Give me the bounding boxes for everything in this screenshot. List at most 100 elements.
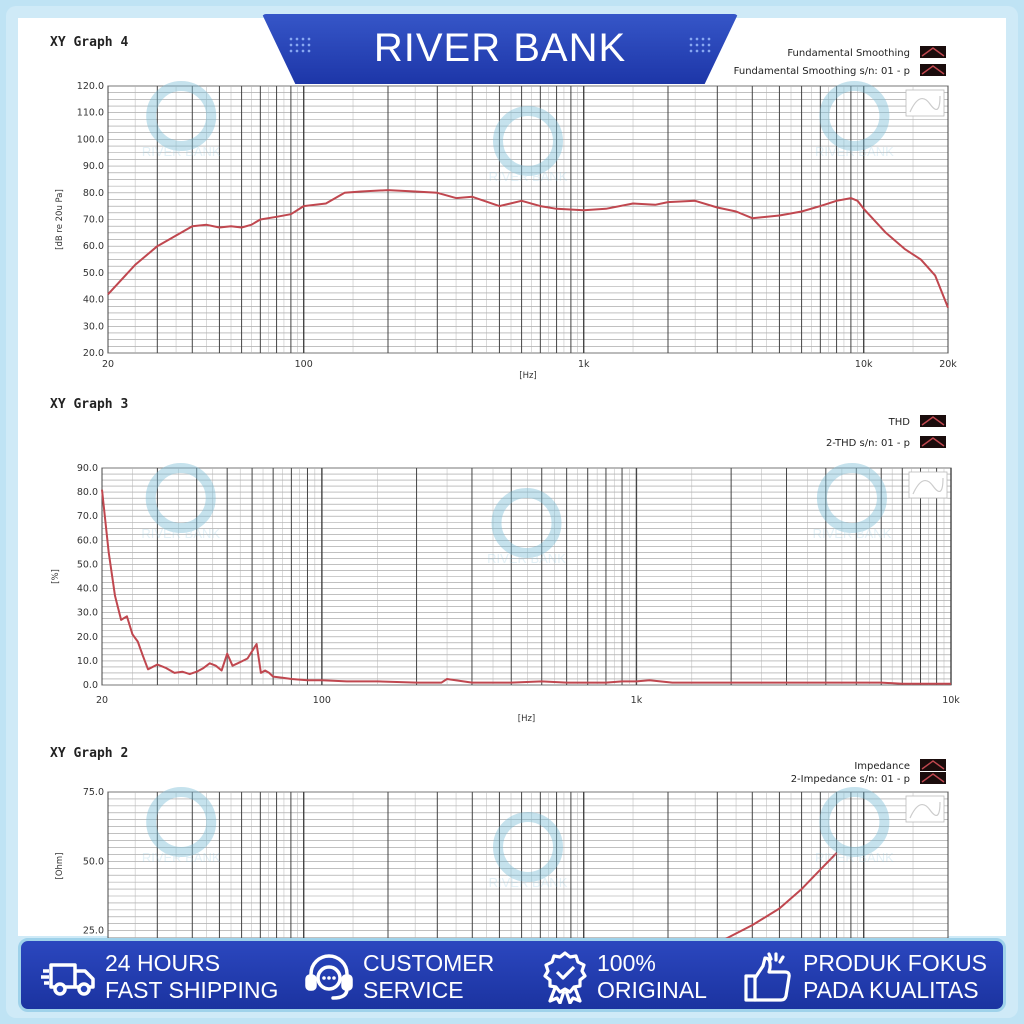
y-tick-label: 50.0 — [83, 856, 104, 867]
legend-label: Fundamental Smoothing — [787, 48, 910, 59]
watermark-logo — [819, 81, 890, 151]
watermark-text: RIVER BANK — [142, 850, 221, 865]
watermark: RIVER BANK — [489, 812, 568, 890]
legend-label: Fundamental Smoothing s/n: 01 - p — [734, 66, 910, 77]
watermark: RIVER BANK — [489, 106, 568, 184]
banner-title: RIVER BANK — [373, 26, 627, 70]
legend-swatch-mark — [921, 437, 945, 447]
chart-corner-icon-box — [908, 471, 948, 499]
legend-swatch-mark — [921, 760, 945, 770]
y-tick-label: 10.0 — [77, 656, 98, 667]
y-tick-label: 75.0 — [83, 787, 104, 798]
watermark: RIVER BANK — [142, 787, 221, 865]
feature-line2: SERVICE — [363, 977, 464, 1003]
chart-title: XY Graph 4 — [50, 35, 128, 50]
watermark: RIVER BANK — [815, 81, 894, 159]
legend-swatch-box — [920, 772, 946, 784]
watermark-text: RIVER BANK — [489, 875, 568, 890]
y-tick-label: 50.0 — [83, 268, 104, 279]
legend-swatch — [920, 759, 946, 771]
watermark-logo — [816, 463, 887, 533]
x-tick-label: 1k — [578, 359, 590, 370]
watermark-logo — [819, 787, 890, 857]
xy-graph-3: XY Graph 3 THD 2-THD s/n: 01 - p 0.0 10.0 20.… — [50, 397, 960, 724]
legend-swatch-box — [920, 415, 946, 427]
series-line — [101, 489, 951, 685]
chart-corner-icon — [908, 471, 948, 499]
legend-swatch-mark — [921, 773, 945, 783]
y-tick-label: 120.0 — [77, 81, 104, 92]
y-tick-label: 30.0 — [83, 321, 104, 332]
legend-swatch-box — [920, 436, 946, 448]
feature-line2: FAST SHIPPING — [105, 977, 279, 1003]
watermark-text: RIVER BANK — [813, 526, 892, 541]
legend-swatch-box — [920, 46, 946, 58]
y-tick-label: 80.0 — [77, 487, 98, 498]
feature-line1: 100% — [597, 950, 656, 976]
y-tick-label: 20.0 — [83, 348, 104, 359]
y-tick-label: 40.0 — [77, 584, 98, 595]
watermark-text: RIVER BANK — [815, 850, 894, 865]
watermark-text: RIVER BANK — [815, 144, 894, 159]
watermark-text: RIVER BANK — [489, 169, 568, 184]
x-tick-label: 100 — [313, 695, 331, 706]
feature-quality: PRODUK FOKUS PADA KUALITAS — [743, 949, 987, 1005]
y-tick-label: 110.0 — [77, 108, 104, 119]
thumbs-up-icon — [744, 952, 791, 1002]
y-tick-label: 0.0 — [83, 680, 98, 691]
x-tick-label: 20 — [96, 695, 108, 706]
chart-corner-icon-box — [905, 795, 945, 823]
banner-dots-left — [288, 36, 312, 54]
legend-swatch-mark — [921, 47, 945, 57]
chart-corner-icon-mark — [909, 95, 941, 113]
y-tick-label: 40.0 — [83, 295, 104, 306]
y-tick-label: 60.0 — [77, 535, 98, 546]
chart-corner-icon-mark — [909, 801, 941, 819]
y-tick-label: 90.0 — [83, 161, 104, 172]
x-tick-label: 20 — [102, 359, 114, 370]
headset-icon — [305, 954, 353, 1000]
x-tick-label: 100 — [295, 359, 313, 370]
legend-swatch — [920, 415, 946, 427]
watermark-text: RIVER BANK — [487, 551, 566, 566]
feature-line1: 24 HOURS — [105, 950, 221, 976]
badge-icon — [543, 951, 587, 1004]
x-tick-label: 20k — [939, 359, 957, 370]
feature-line1: CUSTOMER — [363, 950, 495, 976]
legend-swatch — [920, 772, 946, 784]
watermark: RIVER BANK — [487, 488, 566, 566]
legend-swatch — [920, 436, 946, 448]
xy-graph-2: XY Graph 2 Impedance 2-Impedance s/n: 01 -… — [50, 746, 949, 968]
chart-title: XY Graph 2 — [50, 746, 128, 761]
legend-label: 2-THD s/n: 01 - p — [826, 438, 910, 449]
y-tick-label: 20.0 — [77, 632, 98, 643]
watermark-logo — [146, 81, 217, 151]
watermark-logo — [146, 787, 217, 857]
legend-label: 2-Impedance s/n: 01 - p — [791, 774, 910, 785]
feature-line2: ORIGINAL — [597, 977, 707, 1003]
x-axis-label: [Hz] — [519, 371, 537, 381]
watermark-text: RIVER BANK — [141, 526, 220, 541]
y-axis-label: [dB re 20u Pa] — [55, 189, 65, 250]
legend-swatch-mark — [921, 416, 945, 426]
watermark-logo — [145, 463, 216, 533]
y-tick-label: 90.0 — [77, 463, 98, 474]
x-axis-label: [Hz] — [518, 714, 536, 724]
chart-corner-icon — [905, 89, 945, 117]
y-tick-label: 60.0 — [83, 241, 104, 252]
watermark-logo — [493, 812, 563, 882]
legend-label: THD — [888, 417, 911, 428]
banner-dots-right — [688, 36, 712, 54]
legend-swatch-box — [920, 759, 946, 771]
plot-area — [107, 791, 949, 941]
y-tick-label: 25.0 — [83, 926, 104, 937]
y-axis-label: [%] — [51, 569, 61, 584]
y-tick-label: 70.0 — [83, 215, 104, 226]
x-tick-label: 10k — [855, 359, 873, 370]
y-axis-label: [Ohm] — [55, 853, 65, 880]
legend-label: Impedance — [854, 761, 910, 772]
feature-bar: 24 HOURS FAST SHIPPING CUSTOMER SERVICE — [18, 938, 1006, 1012]
brand-banner: RIVER BANK — [258, 10, 742, 88]
legend-swatch — [920, 46, 946, 58]
watermark: RIVER BANK — [813, 463, 892, 541]
